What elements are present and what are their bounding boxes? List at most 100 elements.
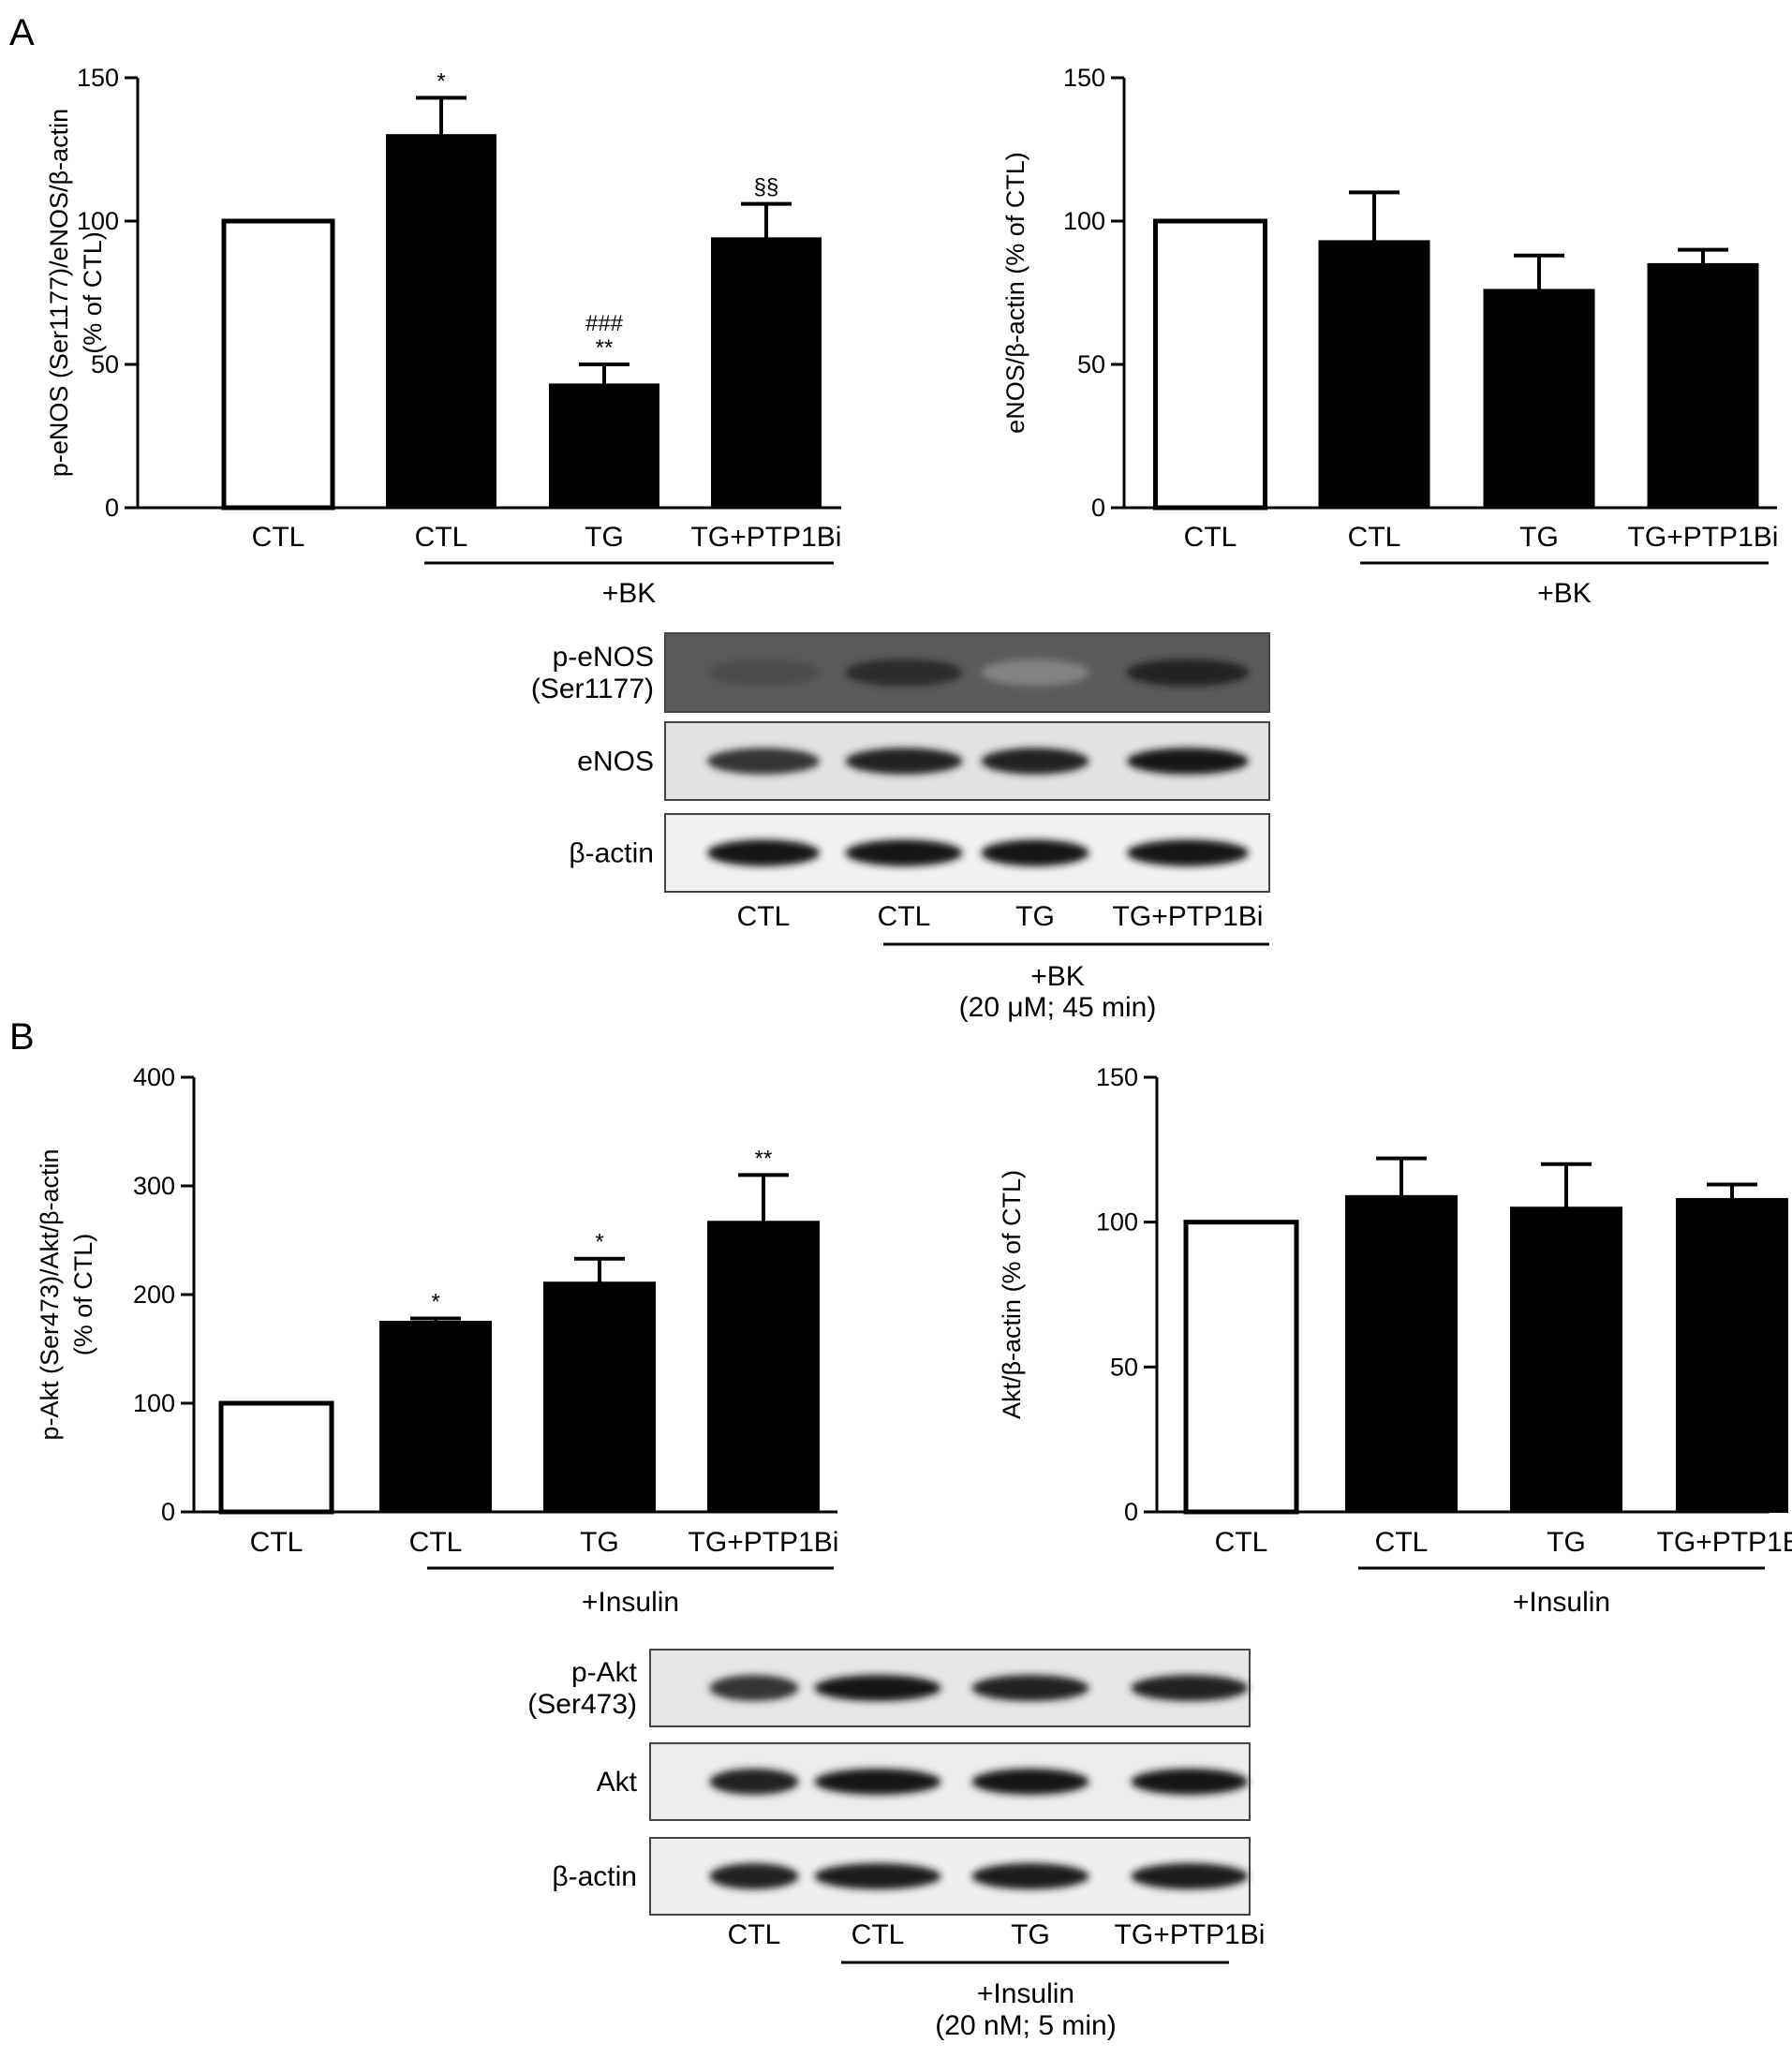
- blot-lane-label: TG: [1011, 1919, 1050, 1950]
- x-category-label: TG+PTP1Bi: [689, 1527, 839, 1558]
- blot-lane-label: CTL: [878, 901, 931, 932]
- blot-lane-label: TG: [1015, 901, 1055, 932]
- significance-marker: §§: [754, 175, 779, 200]
- western-blot-enos: p-eNOS(Ser1177) eNOS β-actin CTL CTL TG TG+PTP…: [531, 632, 1270, 1023]
- chart-enos-actin: 0 50 100 150 eNOS/β-actin (% of CTL) CTL CTL TG…: [1001, 64, 1778, 609]
- chart-p-akt-ratio: 0 100 200 300 400 p-Akt (Ser473)/Akt/β-actin(…: [36, 1063, 838, 1618]
- bar: [549, 383, 659, 510]
- x-category-label: CTL: [409, 1527, 463, 1558]
- treatment-label: +Insulin: [582, 1587, 679, 1618]
- y-tick-label: 0: [1091, 494, 1105, 522]
- x-category-label: CTL: [1348, 522, 1401, 553]
- y-tick-label: 200: [133, 1281, 175, 1309]
- blot-band: [709, 1863, 799, 1889]
- y-tick-label: 100: [1063, 207, 1105, 235]
- y-tick-label: 50: [1110, 1353, 1138, 1381]
- bar: [543, 1281, 656, 1513]
- blot-band: [814, 1675, 941, 1701]
- bar: [386, 134, 496, 509]
- x-category-label: TG: [580, 1527, 619, 1558]
- x-category-label: TG: [585, 522, 624, 553]
- significance-marker: *: [431, 1290, 439, 1315]
- blot-band: [707, 659, 820, 687]
- blot-band: [709, 1769, 799, 1795]
- blot-row-label: eNOS: [577, 747, 654, 777]
- blot-band: [845, 659, 963, 687]
- x-category-label: CTL: [1215, 1527, 1268, 1558]
- x-category-label: CTL: [252, 522, 305, 553]
- blot-band: [981, 748, 1089, 775]
- significance-marker: ###: [585, 311, 624, 336]
- chart-akt-actin: 0 50 100 150 Akt/β-actin (% of CTL) CTL CTL TG T…: [998, 1063, 1792, 1618]
- x-category-label: TG+PTP1Bi: [1628, 522, 1779, 553]
- y-axis-label: (% of CTL): [69, 1234, 97, 1356]
- blot-band: [971, 1863, 1089, 1889]
- blot-row-label: β-actin: [552, 1861, 637, 1892]
- blot-treatment-label: (20 μM; 45 min): [959, 992, 1157, 1023]
- blot-band: [814, 1769, 941, 1795]
- significance-marker: *: [437, 68, 445, 94]
- bar: [1483, 289, 1595, 509]
- y-tick-label: 50: [1077, 350, 1105, 378]
- y-axis-label: (% of CTL): [79, 231, 107, 354]
- blot-row-label: (Ser473): [527, 1689, 637, 1720]
- bar: [1676, 1197, 1788, 1514]
- blot-band: [1127, 839, 1249, 866]
- treatment-label: +Insulin: [1513, 1587, 1610, 1618]
- blot-lane-label: TG+PTP1Bi: [1113, 901, 1264, 932]
- bar: [1647, 262, 1759, 509]
- blot-band: [709, 1675, 799, 1701]
- y-tick-label: 400: [133, 1063, 175, 1091]
- x-category-label: CTL: [1184, 522, 1237, 553]
- blot-band: [845, 748, 963, 775]
- bar: [1183, 1220, 1299, 1515]
- bar: [218, 1400, 334, 1515]
- x-category-label: CTL: [250, 1527, 304, 1558]
- blot-row-label: (Ser1177): [531, 674, 654, 704]
- blot-treatment-label: +BK: [1030, 961, 1085, 992]
- y-tick-label: 100: [77, 207, 119, 235]
- y-tick-label: 0: [105, 494, 119, 522]
- blot-row-label: Akt: [597, 1767, 638, 1798]
- blot-band: [971, 1675, 1089, 1701]
- x-category-label: TG: [1519, 522, 1559, 553]
- bar: [1510, 1207, 1622, 1513]
- blot-row-label: p-Akt: [571, 1657, 638, 1688]
- blot-band: [981, 839, 1089, 866]
- y-axis-label: eNOS/β-actin (% of CTL): [1001, 152, 1029, 434]
- y-tick-label: 100: [133, 1389, 175, 1417]
- y-tick-label: 0: [1124, 1498, 1138, 1526]
- significance-marker: **: [755, 1146, 773, 1171]
- y-tick-label: 300: [133, 1172, 175, 1200]
- bar: [221, 218, 335, 511]
- x-category-label: CTL: [1375, 1527, 1429, 1558]
- bar: [707, 1221, 820, 1514]
- panel-letter-a: A: [9, 12, 35, 53]
- bar: [711, 237, 822, 510]
- blot-lane-label: CTL: [737, 901, 791, 932]
- y-tick-label: 150: [77, 64, 119, 92]
- y-tick-label: 0: [161, 1498, 175, 1526]
- y-tick-label: 50: [91, 350, 119, 378]
- blot-treatment-label: +Insulin: [977, 1978, 1074, 2009]
- bar: [379, 1321, 492, 1513]
- panel-letter-b: B: [9, 1016, 35, 1058]
- blot-band: [707, 839, 820, 866]
- x-category-label: TG+PTP1Bi: [1657, 1527, 1792, 1558]
- blot-lane-label: TG+PTP1Bi: [1115, 1919, 1266, 1950]
- x-category-label: CTL: [415, 522, 468, 553]
- significance-marker: *: [595, 1230, 603, 1255]
- x-category-label: TG+PTP1Bi: [691, 522, 842, 553]
- blot-band: [1127, 659, 1249, 687]
- western-blot-akt: p-Akt(Ser473) Akt β-actin CTL CTL TG TG+PTP1Bi…: [527, 1649, 1266, 2041]
- bar: [1318, 240, 1430, 509]
- blot-band: [1131, 1769, 1249, 1795]
- blot-band: [707, 748, 820, 775]
- blot-band: [981, 659, 1089, 687]
- blot-treatment-label: (20 nM; 5 min): [935, 2010, 1116, 2041]
- treatment-label: +BK: [602, 578, 657, 609]
- blot-band: [814, 1863, 941, 1889]
- blot-row-label: β-actin: [569, 838, 654, 869]
